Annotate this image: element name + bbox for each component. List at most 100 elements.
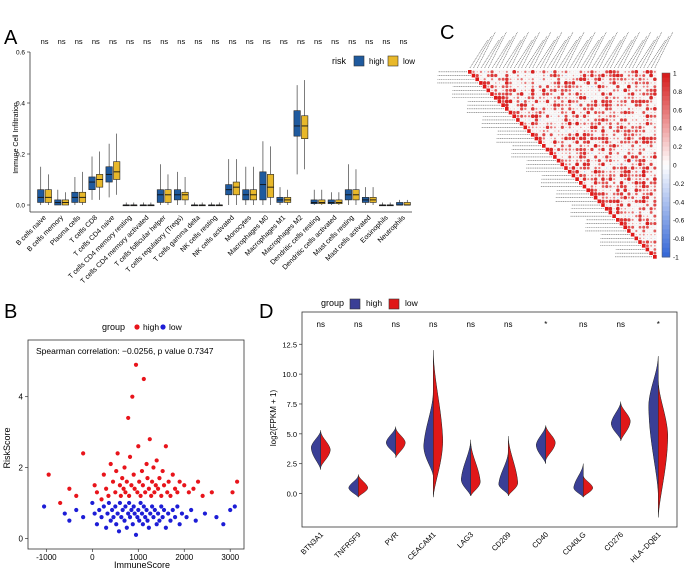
heatmap-dot	[631, 178, 634, 180]
heatmap-dot	[624, 86, 626, 87]
heatmap-cell	[490, 92, 494, 96]
heatmap-dot	[646, 111, 649, 114]
heatmap-dot	[610, 134, 611, 136]
heatmap-dot	[513, 104, 515, 106]
heatmap-dot	[556, 103, 561, 107]
heatmap-dot	[583, 144, 586, 147]
heatmap-dot	[550, 115, 553, 118]
heatmap-dot	[627, 140, 631, 144]
heatmap-dot	[580, 130, 582, 132]
heatmap-dot	[539, 78, 541, 80]
heatmap-dot	[613, 196, 616, 199]
heatmap-dot	[598, 134, 600, 136]
heatmap-dot	[560, 88, 564, 92]
heatmap-dot	[650, 119, 652, 121]
heatmap-dot	[613, 108, 615, 110]
heatmap-dot	[612, 174, 616, 177]
heatmap-dot	[608, 99, 613, 104]
heatmap-dot	[650, 219, 652, 221]
heatmap-dot	[642, 85, 645, 88]
scatter-point-high	[209, 490, 214, 495]
scatter-point-high	[175, 490, 180, 495]
heatmap-dot	[617, 215, 619, 217]
heatmap-dot	[616, 129, 620, 133]
violin-low	[545, 425, 556, 461]
heatmap-dot	[553, 103, 557, 107]
heatmap-dot	[628, 145, 630, 147]
heatmap-dot	[605, 74, 608, 77]
scatter-point-low	[221, 522, 226, 527]
heatmap-dot	[576, 174, 579, 177]
heatmap-dot	[650, 107, 653, 110]
heatmap-dot	[645, 121, 650, 126]
heatmap-dot	[650, 249, 652, 250]
y-tick-label: 0	[19, 534, 24, 543]
heatmap-dot	[653, 221, 657, 226]
scatter-point-low	[132, 511, 137, 516]
heatmap-dot	[505, 103, 509, 107]
heatmap-dot	[528, 93, 530, 95]
heatmap-cell	[512, 114, 517, 119]
heatmap-dot	[568, 118, 571, 121]
heatmap-dot	[590, 125, 594, 130]
heatmap-dot	[642, 81, 646, 85]
heatmap-dot	[542, 111, 545, 114]
heatmap-dot	[583, 82, 586, 84]
box-low	[232, 181, 240, 196]
heatmap-cell	[505, 107, 509, 111]
heatmap-dot	[643, 90, 645, 91]
heatmap-dot	[649, 73, 654, 78]
heatmap-dot	[582, 162, 587, 167]
heatmap-dot	[631, 119, 634, 121]
heatmap-dot	[653, 92, 657, 96]
heatmap-dot	[524, 111, 527, 114]
heatmap-dot	[623, 77, 627, 81]
heatmap-dot	[593, 169, 598, 174]
heatmap-dot	[564, 163, 568, 166]
heatmap-dot	[553, 144, 557, 147]
heatmap-dot	[638, 174, 642, 177]
significance-label: *	[657, 320, 660, 329]
heatmap-dot	[649, 155, 653, 159]
heatmap-dot	[583, 155, 587, 159]
heatmap-dot	[509, 88, 513, 92]
heatmap-dot	[650, 130, 652, 132]
heatmap-dot	[642, 158, 646, 163]
heatmap-dot	[606, 89, 608, 91]
scatter-point-low	[179, 511, 185, 516]
heatmap-dot	[638, 181, 642, 185]
heatmap-cell	[597, 199, 602, 204]
heatmap-dot	[546, 108, 549, 110]
heatmap-dot	[561, 156, 564, 158]
heatmap-dot	[524, 89, 527, 92]
heatmap-dot	[649, 88, 653, 92]
legend-label-low: low	[403, 57, 415, 66]
heatmap-dot	[532, 119, 534, 121]
heatmap-dot	[645, 185, 649, 189]
heatmap-dot	[654, 75, 656, 77]
heatmap-dot	[564, 159, 568, 162]
heatmap-dot	[587, 137, 590, 140]
legend-swatch-high-d	[349, 298, 361, 310]
heatmap-dot	[543, 141, 545, 143]
heatmap-dot	[553, 140, 557, 145]
heatmap-dot	[561, 85, 564, 88]
heatmap-dot	[635, 133, 638, 136]
heatmap-dot	[631, 159, 634, 162]
y-tick-label: 7.5	[287, 400, 297, 409]
heatmap-dot	[617, 182, 619, 184]
heatmap-col-label	[495, 35, 515, 69]
heatmap-cell	[619, 221, 624, 226]
scatter-point-low	[189, 507, 194, 513]
heatmap-dot	[602, 189, 604, 191]
heatmap-dot	[604, 140, 609, 144]
heatmap-dot	[642, 129, 646, 133]
heatmap-cell	[564, 166, 568, 170]
heatmap-dot	[608, 92, 613, 96]
heatmap-dot	[558, 119, 560, 121]
heatmap-dot	[568, 89, 572, 92]
heatmap-dot	[561, 137, 564, 140]
heatmap-dot	[550, 119, 552, 121]
heatmap-dot	[497, 92, 501, 96]
